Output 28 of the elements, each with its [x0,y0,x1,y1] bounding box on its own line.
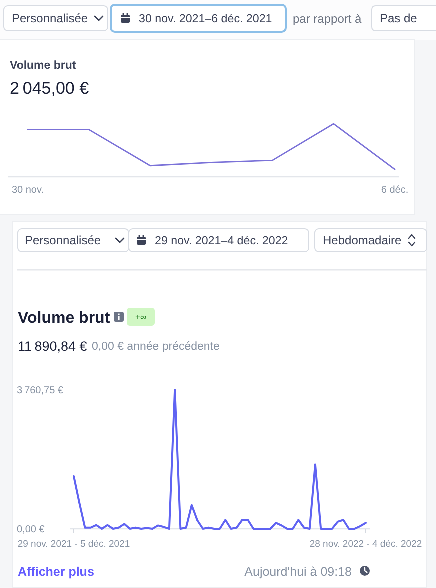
x-tick-label: 30 nov. [12,185,44,196]
chart-subtitle: 2 045,00 € [10,79,90,98]
text: Aujourd'hui à 09:18 [244,565,352,579]
text: par rapport à [293,12,362,26]
dropdown-button[interactable] [18,228,130,252]
chart-title: Volume brut [18,310,111,327]
y-tick-label: 3 760,75 € [17,386,64,397]
dropdown-button[interactable] [314,228,428,252]
chart-subtitle: 11 890,84 € [18,339,88,354]
text: 29 nov. 2021–4 déc. 2022 [155,234,288,248]
text: Personnalisée [12,12,88,26]
line-series [73,389,367,530]
x-tick-label: 28 nov. 2022 - 4 déc. 2022 [310,539,422,550]
text: Hebdomadaire [323,234,402,248]
dropdown-button[interactable] [4,6,108,32]
text: 0,00 € année précédente [92,341,220,353]
date-range-button[interactable] [110,4,287,33]
text: Afficher plus [18,565,94,579]
x-tick-label: 6 déc. [381,185,409,196]
text: 30 nov. 2021–6 déc. 2021 [139,12,272,26]
text: Personnalisée [25,234,102,248]
dropdown-button[interactable] [372,6,436,32]
date-range-button[interactable] [128,228,310,252]
text: +∞ [135,312,147,322]
x-tick-label: 29 nov. 2021 - 5 déc. 2021 [18,539,130,550]
text: Pas de [380,12,418,26]
y-tick-label: 0,00 € [17,524,46,536]
chart-title: Volume brut [10,60,76,72]
